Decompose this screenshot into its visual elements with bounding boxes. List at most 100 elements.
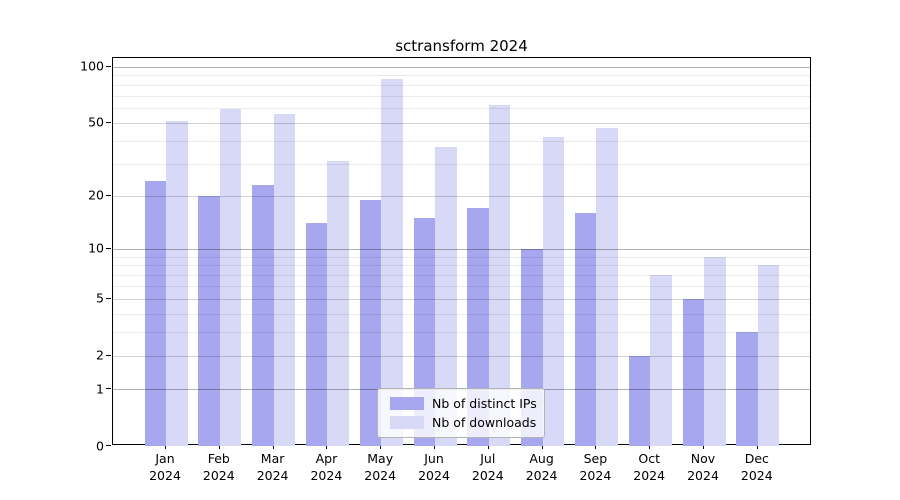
x-tick-label-mar: Mar 2024 [243,450,303,484]
x-tick-year: 2024 [418,468,450,483]
bar-distinct-ips-jan [144,181,166,446]
gridline-minor-40 [113,140,810,142]
gridline-100 [113,66,810,68]
gridline-20 [113,195,810,197]
y-tick-0 [106,445,111,446]
y-tick-100 [106,65,111,67]
y-tick-label-0: 0 [96,438,104,453]
x-tick-year: 2024 [740,468,773,483]
x-tick-label-jun: Jun 2024 [404,450,464,484]
y-tick-label-50: 50 [88,114,104,130]
bar-downloads-jan [166,121,188,446]
x-tick-label-sep: Sep 2024 [565,450,625,484]
x-tick-sep [595,445,597,449]
gridline-2 [113,355,810,357]
x-tick-month: Mar [260,451,285,466]
legend-swatch-downloads [390,416,424,429]
x-tick-year: 2024 [471,468,504,483]
y-tick-10 [106,247,111,249]
gridline-minor-70 [113,95,810,97]
gridline-minor-4 [113,313,810,315]
gridline-minor-6 [113,286,810,288]
legend-swatch-distinct-ips [390,397,424,410]
chart-title: sctransform 2024 [395,37,528,55]
x-tick-year: 2024 [256,468,289,483]
x-tick-label-apr: Apr 2024 [296,450,356,484]
y-tick-1 [106,388,111,390]
x-tick-year: 2024 [364,468,397,483]
gridline-minor-7 [113,275,810,277]
legend-label-downloads: Nb of downloads [432,415,537,430]
bar-downloads-dec [757,265,780,446]
gridline-minor-30 [113,163,810,165]
gridline-minor-60 [113,108,810,110]
bar-downloads-mar [273,113,296,446]
bar-distinct-ips-dec [736,332,758,446]
y-tick-20 [106,194,111,196]
x-tick-year: 2024 [525,468,558,483]
x-tick-month: Nov [690,451,716,466]
x-tick-month: Dec [744,451,769,466]
x-tick-label-jul: Jul 2024 [458,450,518,484]
x-tick-label-feb: Feb 2024 [189,450,249,484]
y-tick-label-1: 1 [96,381,104,397]
x-tick-year: 2024 [687,468,719,483]
x-tick-year: 2024 [633,468,666,483]
bar-distinct-ips-jul [467,208,489,446]
bar-downloads-jul [488,105,511,446]
x-tick-may [380,445,382,449]
x-tick-label-nov: Nov 2024 [673,450,733,484]
y-tick-5 [106,297,111,299]
x-tick-dec [756,445,758,449]
bar-downloads-feb [219,109,242,446]
bar-downloads-aug [542,136,565,446]
y-tick-label-100: 100 [80,58,104,74]
y-tick-label-10: 10 [88,240,104,256]
gridline-10 [113,248,810,250]
x-tick-jul [487,445,489,449]
x-tick-label-aug: Aug 2024 [512,450,572,484]
x-tick-year: 2024 [149,468,181,483]
bar-distinct-ips-may [359,199,382,446]
bar-downloads-may [381,78,403,446]
gridline-minor-90 [113,75,810,77]
x-tick-month: Jun [424,451,444,466]
x-tick-label-dec: Dec 2024 [727,450,787,484]
plot-area [112,57,811,446]
y-tick-2 [106,354,111,356]
bar-downloads-apr [327,161,349,446]
x-tick-month: Feb [207,451,230,466]
y-tick-label-2: 2 [96,347,104,363]
x-tick-aug [541,445,543,449]
x-tick-month: Oct [638,451,660,466]
x-tick-jun [434,445,435,449]
legend-label-distinct-ips: Nb of distinct IPs [432,396,537,411]
x-tick-month: Jul [480,451,496,466]
gridline-50 [113,122,810,124]
x-tick-mar [272,445,274,449]
x-tick-feb [218,445,220,449]
x-tick-month: Apr [315,451,338,466]
gridline-minor-80 [113,84,810,86]
gridline-minor-3 [113,332,810,334]
x-tick-label-jan: Jan 2024 [135,450,195,484]
x-tick-oct [649,445,651,449]
y-tick-50 [106,121,111,123]
bar-downloads-oct [650,275,672,446]
bar-distinct-ips-nov [682,298,704,446]
x-tick-month: May [367,451,394,466]
bar-distinct-ips-oct [628,355,651,446]
x-tick-month: Aug [529,451,554,466]
x-tick-year: 2024 [579,468,612,483]
bar-downloads-sep [596,127,618,446]
bar-distinct-ips-sep [574,213,597,446]
x-tick-nov [703,445,704,449]
legend-row-distinct-ips: Nb of distinct IPs [390,396,537,411]
x-tick-month: Jan [155,451,175,466]
bar-distinct-ips-mar [252,184,274,446]
y-tick-label-5: 5 [96,290,104,306]
bar-downloads-nov [704,256,726,446]
x-tick-label-oct: Oct 2024 [619,450,679,484]
bar-downloads-jun [435,146,457,446]
